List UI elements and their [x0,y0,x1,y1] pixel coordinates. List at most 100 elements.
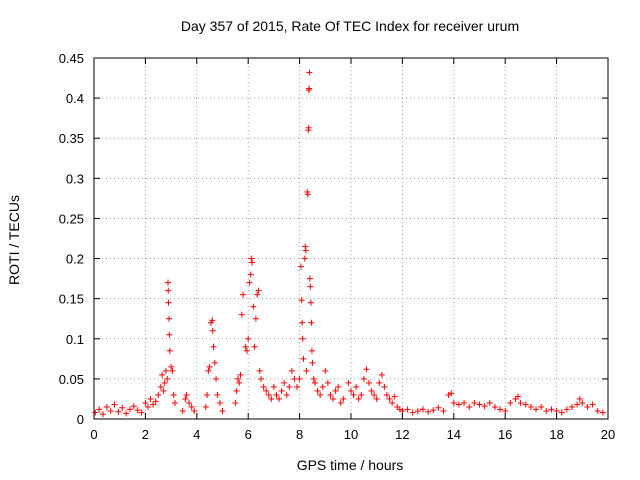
x-tick-label: 16 [498,427,512,442]
data-point [307,283,314,290]
data-point [350,391,357,398]
data-point [273,391,280,398]
data-point [206,363,213,370]
data-point [486,399,493,406]
data-point [355,395,362,402]
data-point [254,291,261,298]
data-point [147,395,154,402]
data-point [466,403,473,410]
data-point [294,383,301,390]
data-point [507,399,514,406]
data-point [144,403,151,410]
data-point [324,379,331,386]
data-point [214,391,221,398]
data-point [430,407,437,414]
data-point [502,407,509,414]
data-point [538,403,545,410]
data-point [265,391,272,398]
data-point [191,407,198,414]
data-point [103,403,110,410]
data-point [263,387,270,394]
data-point [522,401,529,408]
data-point [111,401,118,408]
data-point [425,408,432,415]
y-tick-label: 0.4 [66,91,84,106]
data-point [165,287,172,294]
y-axis-label: ROTI / TECUs [6,195,22,285]
x-tick-label: 8 [296,427,303,442]
data-point [92,409,99,416]
data-point [165,299,172,306]
data-point [481,403,488,410]
data-point [302,247,309,254]
data-point [358,391,365,398]
data-point [291,375,298,382]
data-point [312,379,319,386]
data-point [202,403,209,410]
data-point [306,275,313,282]
data-point [213,375,220,382]
data-point [155,391,162,398]
data-point [363,366,370,373]
data-point [237,371,244,378]
data-point [234,375,241,382]
data-point [306,85,313,92]
data-point [166,315,173,322]
x-tick-label: 14 [447,427,461,442]
data-point [233,387,240,394]
data-point [160,387,167,394]
data-point [268,395,275,402]
data-point [594,407,601,414]
data-point [381,383,388,390]
data-point [286,383,293,390]
data-point [543,407,550,414]
data-point [243,347,250,354]
data-point [404,406,411,413]
data-point [166,347,173,354]
data-point [258,375,265,382]
data-point [249,259,256,266]
data-point [574,401,581,408]
data-point [399,407,406,414]
data-point [134,407,141,414]
chart-title: Day 357 of 2015, Rate Of TEC Index for r… [181,18,519,34]
data-point [308,347,315,354]
data-point [435,404,442,411]
data-point [303,367,310,374]
data-point [450,399,457,406]
data-point [251,343,258,350]
data-point [159,371,166,378]
data-point [242,343,249,350]
data-point [515,393,522,400]
x-tick-label: 18 [549,427,563,442]
data-point [558,409,565,416]
data-point [353,383,360,390]
data-point [471,399,478,406]
data-point [270,383,277,390]
data-point [182,395,189,402]
x-tick-label: 2 [142,427,149,442]
data-point [308,319,315,326]
data-point [183,391,190,398]
data-point [99,411,106,418]
data-point [168,363,175,370]
x-tick-label: 4 [193,427,200,442]
data-point [348,387,354,394]
y-tick-label: 0.45 [59,51,84,66]
data-point [232,399,239,406]
data-point [152,398,159,405]
data-point [123,410,130,417]
data-point [310,375,317,382]
data-point [476,401,483,408]
data-point [309,359,316,366]
data-point [448,390,455,397]
data-point [589,401,596,408]
data-point [250,303,257,310]
data-point [240,291,247,298]
data-point [340,395,347,402]
data-point [238,311,245,318]
data-point [188,403,195,410]
data-point [236,379,243,386]
data-point [548,406,555,413]
data-point [455,401,462,408]
